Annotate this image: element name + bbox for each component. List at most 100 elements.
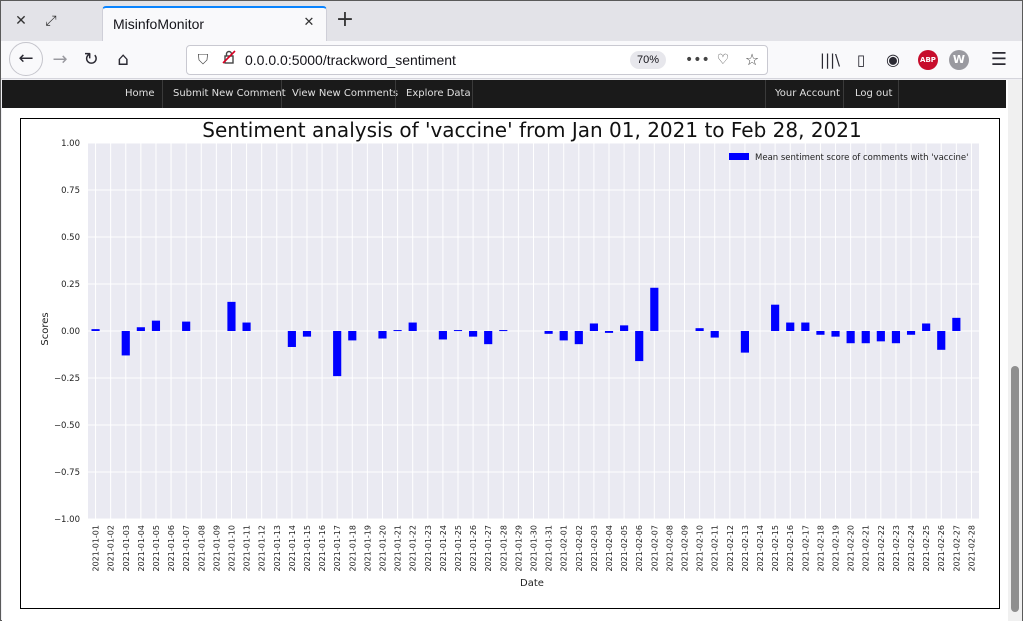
page-scrollbar[interactable]: [1008, 80, 1022, 621]
bar-2021-01-27: [484, 331, 493, 345]
y-axis-label: Scores: [40, 312, 51, 345]
x-tick-label: 2021-02-16: [786, 525, 795, 572]
nav-explore-link[interactable]: Explore Data: [406, 88, 471, 99]
x-tick-label: 2021-02-22: [877, 525, 886, 572]
x-tick-label: 2021-02-06: [635, 525, 644, 572]
x-tick-label: 2021-02-23: [892, 525, 901, 572]
y-tick-label: 0.75: [61, 186, 80, 196]
x-tick-label: 2021-01-15: [303, 525, 312, 572]
reload-icon[interactable]: ↻: [83, 49, 99, 70]
x-tick-label: 2021-02-26: [937, 525, 946, 572]
x-tick-label: 2021-01-16: [318, 525, 327, 572]
chart-container: Sentiment analysis of 'vaccine' from Jan…: [20, 118, 1000, 609]
home-icon[interactable]: ⌂: [117, 49, 129, 70]
pocket-icon[interactable]: ♡: [716, 52, 730, 68]
bar-2021-01-18: [348, 331, 357, 341]
new-tab-plus-icon[interactable]: +: [335, 7, 355, 32]
bar-2021-02-22: [876, 331, 885, 342]
x-tick-label: 2021-01-01: [92, 525, 101, 572]
scrollbar-thumb[interactable]: [1011, 366, 1019, 612]
x-tick-label: 2021-01-23: [424, 525, 433, 572]
y-tick-label: 1.00: [61, 139, 80, 149]
bar-2021-01-25: [453, 330, 463, 332]
site-navbar: Home Submit New Comment View New Comment…: [2, 80, 1006, 108]
nav-logout-link[interactable]: Log out: [855, 88, 893, 99]
close-window-icon[interactable]: ✕: [15, 13, 27, 29]
bar-2021-02-02: [574, 331, 583, 345]
x-tick-label: 2021-01-22: [409, 525, 418, 572]
nav-home-link[interactable]: Home: [125, 88, 155, 99]
x-tick-label: 2021-01-09: [212, 525, 221, 572]
bar-2021-01-03: [121, 331, 130, 356]
bar-2021-01-01: [91, 329, 100, 331]
tab-misinfomonitor[interactable]: MisinfoMonitor ✕: [102, 6, 327, 41]
bar-2021-01-21: [393, 330, 402, 332]
x-tick-label: 2021-02-28: [967, 525, 976, 572]
x-tick-label: 2021-01-17: [333, 525, 342, 572]
x-tick-label: 2021-01-27: [484, 525, 493, 572]
more-dots-icon[interactable]: •••: [685, 52, 710, 68]
nav-divider: [843, 80, 844, 108]
hamburger-menu-icon[interactable]: ☰: [990, 49, 1008, 70]
forward-arrow-icon[interactable]: →: [52, 49, 68, 70]
bar-2021-02-03: [589, 323, 598, 331]
nav-view-link[interactable]: View New Comments: [292, 88, 399, 99]
bar-2021-01-10: [227, 301, 236, 331]
x-tick-label: 2021-01-03: [122, 525, 131, 572]
restore-window-icon[interactable]: ⤢: [45, 13, 57, 29]
bar-2021-01-04: [136, 327, 145, 331]
x-tick-label: 2021-01-14: [288, 525, 297, 572]
sidebar-icon[interactable]: ▯: [856, 51, 866, 69]
x-tick-label: 2021-01-19: [363, 525, 372, 572]
x-tick-label: 2021-02-12: [726, 525, 735, 572]
tab-title: MisinfoMonitor: [113, 16, 205, 32]
x-tick-label: 2021-01-28: [499, 525, 508, 572]
x-tick-label: 2021-01-11: [243, 525, 252, 572]
w-extension-icon[interactable]: W: [949, 50, 969, 70]
x-tick-label: 2021-02-19: [832, 525, 841, 572]
x-tick-label: 2021-02-13: [741, 525, 750, 572]
bar-2021-01-05: [151, 320, 161, 331]
back-arrow-icon[interactable]: ←: [9, 42, 43, 76]
x-tick-label: 2021-02-18: [816, 525, 825, 572]
nav-submit-link[interactable]: Submit New Comment: [173, 88, 286, 99]
bars: [91, 287, 961, 377]
bar-2021-02-04: [604, 331, 614, 333]
nav-account-link[interactable]: Your Account: [775, 88, 840, 99]
y-tick-label: 0.50: [61, 233, 80, 243]
url-bar[interactable]: ⛉ 0.0.0.0:5000/trackword_sentiment 70% •…: [186, 45, 768, 75]
bar-2021-02-11: [710, 331, 719, 338]
bar-2021-01-31: [544, 331, 553, 334]
bar-2021-01-28: [499, 330, 508, 332]
x-tick-label: 2021-02-25: [922, 525, 931, 572]
legend-swatch: [729, 153, 749, 160]
bar-2021-01-20: [378, 331, 387, 339]
x-tick-label: 2021-01-13: [273, 525, 282, 572]
x-axis-label: Date: [520, 578, 544, 589]
x-tick-label: 2021-01-10: [227, 525, 236, 572]
insecure-lock-icon[interactable]: [219, 50, 239, 70]
zoom-level-badge[interactable]: 70%: [630, 51, 666, 69]
x-axis-ticks: 2021-01-01 2021-01-02 2021-01-03 2021-01-04…: [92, 525, 977, 572]
account-icon[interactable]: ◉: [886, 50, 900, 69]
bar-2021-02-17: [801, 322, 810, 331]
library-icon[interactable]: |||\: [819, 51, 841, 69]
x-tick-label: 2021-02-17: [801, 525, 810, 572]
shield-icon[interactable]: ⛉: [197, 52, 209, 68]
x-tick-label: 2021-01-18: [348, 525, 357, 572]
bar-2021-02-26: [937, 331, 946, 350]
y-tick-label: −0.25: [54, 374, 80, 384]
legend-label: Mean sentiment score of comments with 'v…: [755, 153, 968, 163]
x-tick-label: 2021-02-07: [650, 525, 659, 572]
bar-2021-01-07: [182, 321, 191, 331]
tab-close-icon[interactable]: ✕: [303, 15, 315, 30]
x-tick-label: 2021-01-04: [137, 525, 146, 572]
abp-icon[interactable]: ABP: [918, 50, 938, 70]
x-tick-label: 2021-01-12: [258, 525, 267, 572]
bar-2021-02-20: [846, 331, 855, 344]
star-icon[interactable]: ☆: [744, 50, 760, 69]
x-tick-label: 2021-01-25: [454, 525, 463, 572]
nav-toolbar: ← → ↻ ⌂ ⛉ 0.0.0.0:5000/trackword_sentime…: [1, 41, 1022, 79]
bar-2021-02-01: [559, 331, 568, 341]
